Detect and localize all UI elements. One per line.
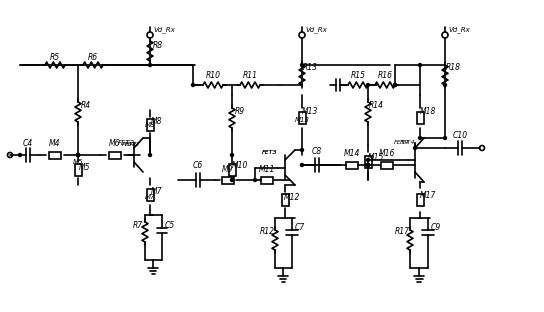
Text: M8: M8 bbox=[151, 118, 163, 126]
Text: C7: C7 bbox=[295, 222, 305, 232]
Text: R16: R16 bbox=[378, 71, 393, 80]
Circle shape bbox=[367, 163, 369, 167]
Circle shape bbox=[418, 64, 422, 66]
Circle shape bbox=[149, 154, 151, 157]
Bar bbox=[417, 194, 423, 206]
Bar bbox=[146, 189, 153, 201]
Text: R17: R17 bbox=[394, 227, 410, 236]
Text: M13: M13 bbox=[294, 117, 310, 123]
Bar bbox=[299, 112, 306, 124]
Text: R8: R8 bbox=[153, 41, 163, 50]
Text: M7: M7 bbox=[145, 194, 155, 200]
Circle shape bbox=[231, 178, 233, 182]
Text: M5: M5 bbox=[73, 159, 83, 165]
Bar bbox=[222, 177, 234, 183]
Text: FET2: FET2 bbox=[118, 140, 134, 146]
Circle shape bbox=[77, 154, 79, 157]
Text: R15: R15 bbox=[350, 71, 366, 80]
Text: C10: C10 bbox=[453, 131, 467, 140]
Text: M7: M7 bbox=[151, 188, 163, 197]
Text: FET3: FET3 bbox=[262, 149, 278, 154]
Text: R11: R11 bbox=[243, 71, 257, 80]
Text: M10: M10 bbox=[232, 160, 248, 169]
Text: Vd_Rx: Vd_Rx bbox=[448, 27, 470, 33]
Circle shape bbox=[413, 147, 417, 149]
Circle shape bbox=[367, 84, 369, 86]
Circle shape bbox=[18, 154, 22, 157]
Bar bbox=[261, 177, 273, 183]
Text: Vd_Rx: Vd_Rx bbox=[153, 27, 175, 33]
Circle shape bbox=[300, 149, 304, 152]
Circle shape bbox=[77, 154, 79, 157]
Bar bbox=[109, 152, 121, 158]
Text: C6: C6 bbox=[193, 162, 203, 170]
Text: R12: R12 bbox=[259, 227, 275, 236]
Circle shape bbox=[367, 163, 369, 167]
Text: M18: M18 bbox=[420, 108, 436, 116]
Text: R7: R7 bbox=[133, 221, 143, 230]
Bar bbox=[346, 162, 358, 168]
Bar bbox=[75, 164, 82, 176]
Text: M11: M11 bbox=[259, 164, 275, 173]
Text: R14: R14 bbox=[368, 100, 384, 110]
Text: FET2: FET2 bbox=[122, 142, 138, 147]
Circle shape bbox=[77, 154, 79, 157]
Text: R13: R13 bbox=[302, 64, 318, 72]
Circle shape bbox=[367, 158, 369, 162]
Text: R9: R9 bbox=[235, 108, 245, 116]
Text: FET2: FET2 bbox=[125, 142, 141, 147]
Text: M8: M8 bbox=[145, 122, 155, 128]
Text: M14: M14 bbox=[344, 149, 360, 158]
Circle shape bbox=[231, 154, 233, 157]
Bar bbox=[49, 152, 61, 158]
Text: C4: C4 bbox=[23, 139, 33, 149]
Text: C8: C8 bbox=[312, 148, 322, 157]
Circle shape bbox=[443, 84, 447, 86]
Bar bbox=[381, 162, 393, 168]
Text: R18: R18 bbox=[446, 64, 461, 72]
Text: M17: M17 bbox=[420, 192, 436, 201]
Circle shape bbox=[393, 84, 397, 86]
Bar bbox=[417, 112, 423, 124]
Text: FET4: FET4 bbox=[400, 139, 416, 144]
Circle shape bbox=[393, 84, 397, 86]
Bar bbox=[228, 164, 236, 176]
Bar bbox=[364, 156, 372, 168]
Text: M12: M12 bbox=[284, 193, 300, 202]
Circle shape bbox=[149, 64, 151, 66]
Text: R10: R10 bbox=[206, 71, 220, 80]
Text: C9: C9 bbox=[431, 222, 441, 232]
Text: FET4: FET4 bbox=[394, 139, 410, 144]
Text: M4: M4 bbox=[50, 139, 61, 149]
Circle shape bbox=[254, 178, 257, 182]
Text: FET3: FET3 bbox=[262, 149, 278, 154]
Text: M5: M5 bbox=[79, 163, 91, 173]
Text: M16: M16 bbox=[379, 149, 395, 158]
Circle shape bbox=[191, 84, 195, 86]
Text: M9: M9 bbox=[222, 164, 234, 173]
Text: R4: R4 bbox=[81, 100, 91, 110]
Text: M15: M15 bbox=[368, 154, 384, 163]
Text: M6: M6 bbox=[109, 139, 121, 149]
Circle shape bbox=[443, 137, 447, 139]
Circle shape bbox=[300, 64, 304, 66]
Text: C5: C5 bbox=[165, 221, 175, 230]
Bar bbox=[146, 119, 153, 131]
Text: Vd_Rx: Vd_Rx bbox=[305, 27, 327, 33]
Text: M13: M13 bbox=[302, 108, 318, 116]
Circle shape bbox=[300, 163, 304, 167]
Circle shape bbox=[418, 137, 422, 139]
Circle shape bbox=[367, 163, 369, 167]
Text: R5: R5 bbox=[50, 52, 60, 61]
Text: R6: R6 bbox=[88, 52, 98, 61]
Bar bbox=[281, 194, 288, 206]
